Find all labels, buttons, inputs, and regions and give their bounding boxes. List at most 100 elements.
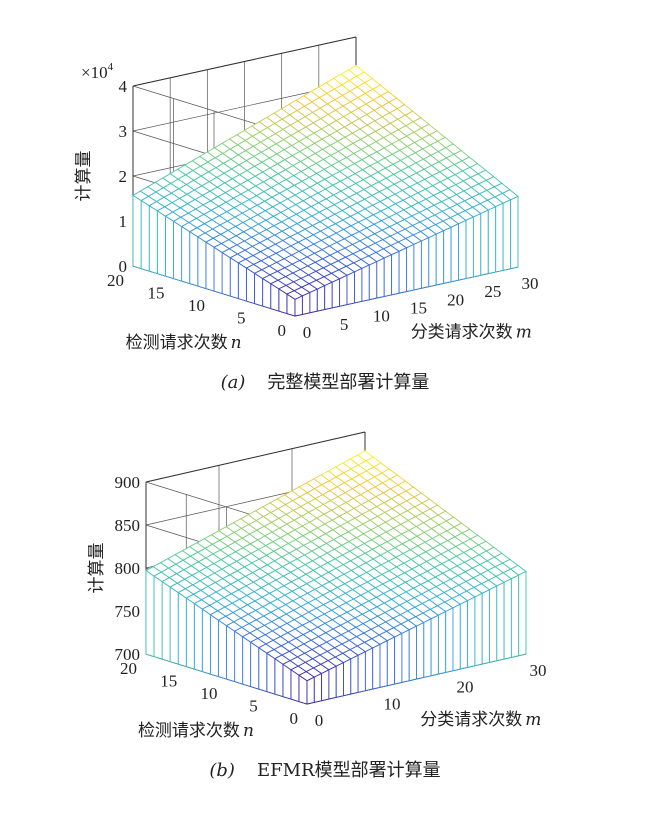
- curtain-strip: [518, 570, 527, 657]
- curtain-strip: [301, 291, 311, 315]
- curtain-strip: [197, 236, 207, 290]
- z-axis-label: 计算量: [74, 151, 94, 202]
- curtain-strip: [282, 663, 292, 700]
- curtain-strip: [420, 236, 430, 289]
- curtain-strip: [459, 599, 469, 670]
- x-axis-label: 分类请求次数 m: [411, 323, 532, 343]
- surface-b: [145, 450, 527, 682]
- x-tick-label: 25: [484, 282, 501, 301]
- curtain-strip: [331, 278, 341, 309]
- curtain-strip: [487, 205, 497, 275]
- exponent-label: ×104: [81, 61, 114, 82]
- z-tick-label: 700: [115, 645, 141, 664]
- curtain-strip: [450, 223, 459, 283]
- z-tick-label: 900: [115, 473, 141, 492]
- curtain-strip: [368, 260, 378, 301]
- curtain-strip: [430, 614, 439, 677]
- curtain-strip: [354, 267, 363, 304]
- y-axis-label: 检测请求次数 n: [138, 721, 254, 741]
- curtain-strip: [189, 230, 199, 287]
- curtain-strip: [372, 643, 381, 690]
- curtain-strip: [237, 262, 247, 302]
- curtain-strip: [376, 257, 385, 299]
- curtain-strip: [309, 288, 318, 314]
- caption-b: (b) EFMR模型部署计算量: [209, 760, 440, 781]
- y-tick-label: 0: [290, 709, 299, 728]
- curtain-strip: [495, 202, 504, 273]
- axis-line: [145, 431, 366, 483]
- curtain-strip: [226, 624, 236, 683]
- y-tick-label: 0: [278, 321, 287, 340]
- curtain-strip: [413, 240, 422, 291]
- curtain-strip: [245, 267, 255, 305]
- curtain-strip: [503, 577, 512, 660]
- curtain-strip: [313, 672, 323, 703]
- curtain-strip: [217, 619, 227, 680]
- curtain-strip: [510, 195, 519, 270]
- curtain-strip: [148, 204, 158, 275]
- curtain-strip: [254, 272, 264, 307]
- z-tick-label: 800: [115, 559, 141, 578]
- curtain-strip: [391, 250, 400, 296]
- x-tick-label: 10: [373, 307, 390, 326]
- curtain-strip: [316, 284, 326, 312]
- caption-a: (a) 完整模型部署计算量: [221, 372, 430, 393]
- z-tick-label: 2: [119, 167, 128, 186]
- curtain-strip: [298, 674, 308, 705]
- curtain-strip: [386, 636, 396, 687]
- curtain-strip: [379, 639, 388, 688]
- x-axis-label: 分类请求次数 m: [420, 710, 541, 730]
- curtain-strip: [221, 251, 231, 297]
- y-tick-label: 10: [201, 684, 218, 703]
- curtain-strip: [481, 588, 490, 665]
- curtain-strip: [416, 621, 425, 680]
- curtain-a: [132, 194, 519, 317]
- curtain-strip: [181, 225, 191, 285]
- z-tick-label: 750: [115, 602, 141, 621]
- curtain-strip: [364, 647, 374, 692]
- curtain-strip: [406, 243, 415, 293]
- curtain-strip: [350, 654, 359, 695]
- curtain-strip: [445, 607, 454, 673]
- curtain-strip: [443, 226, 452, 284]
- curtain-strip: [185, 597, 195, 670]
- z-tick-label: 3: [119, 122, 128, 141]
- curtain-b: [145, 569, 527, 705]
- curtain-strip: [465, 216, 474, 279]
- curtain-strip: [423, 618, 432, 678]
- y-axis-label: 检测请求次数 n: [126, 333, 242, 353]
- y-tick-label: 5: [237, 309, 246, 328]
- curtain-strip: [266, 652, 276, 695]
- curtain-strip: [408, 625, 417, 682]
- curtain-strip: [324, 281, 333, 311]
- curtain-strip: [361, 264, 370, 302]
- curtain-strip: [262, 277, 272, 310]
- x-tick-label: 30: [530, 661, 547, 680]
- x-tick-label: 0: [315, 711, 324, 730]
- curtain-strip: [343, 658, 352, 697]
- surface-a: [132, 64, 519, 300]
- x-tick-label: 10: [384, 694, 401, 713]
- curtain-strip: [458, 219, 467, 281]
- y-tick-label: 10: [188, 296, 205, 315]
- curtain-strip: [294, 295, 303, 317]
- y-tick-label: 15: [148, 284, 165, 303]
- curtain-strip: [357, 650, 366, 693]
- curtain-strip: [452, 603, 461, 672]
- curtain-strip: [474, 592, 483, 667]
- curtain-strip: [274, 657, 284, 698]
- curtain-strip: [177, 591, 187, 668]
- curtain-strip: [132, 194, 142, 270]
- z-tick-label: 850: [115, 516, 141, 535]
- curtain-strip: [383, 253, 393, 297]
- x-tick-label: 0: [303, 323, 312, 342]
- curtain-strip: [156, 210, 166, 277]
- curtain-strip: [290, 668, 300, 703]
- curtain-strip: [242, 635, 252, 688]
